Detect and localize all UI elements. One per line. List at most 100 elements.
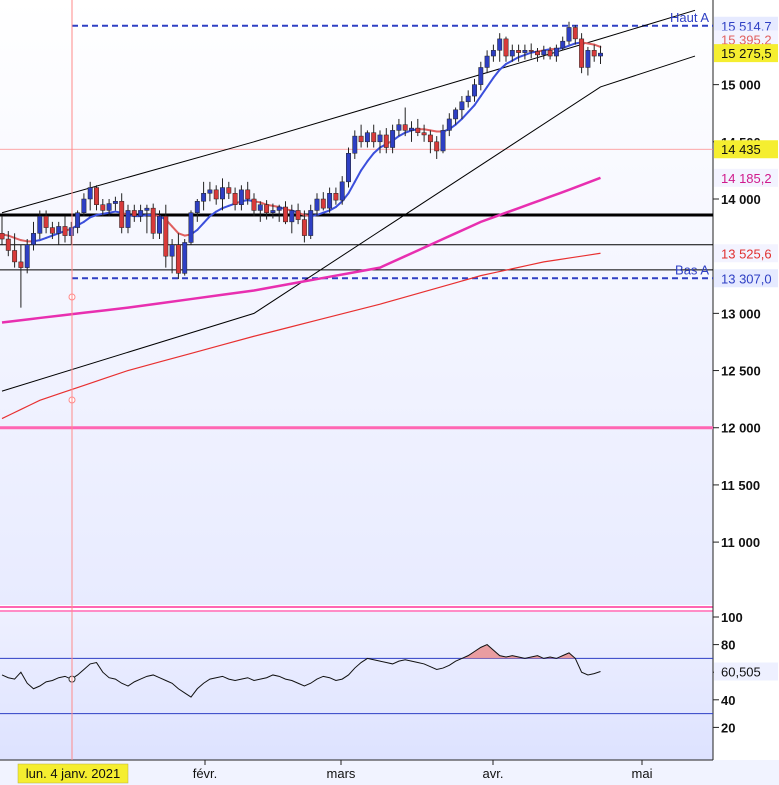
ma-short-segment <box>89 214 98 219</box>
candle-body <box>453 109 459 120</box>
value-badge-label: 14 435 <box>721 142 761 157</box>
candle-body <box>308 210 314 236</box>
candle-body <box>213 189 219 200</box>
ma-short-segment <box>511 56 520 62</box>
candle-body <box>157 215 162 234</box>
oscillator-tick-label: 20 <box>721 720 735 735</box>
candle-body <box>390 130 396 148</box>
candle-body <box>434 141 440 152</box>
channel-upper-line <box>1 9 696 214</box>
candle-body <box>396 124 402 131</box>
date-tick-label: mai <box>632 766 653 781</box>
candle-body <box>522 50 528 53</box>
candle-body <box>472 84 477 97</box>
candle-body <box>144 207 150 211</box>
date-tick-label: mars <box>327 766 356 781</box>
candle-body <box>371 132 377 143</box>
candle-body <box>289 210 295 223</box>
ma-short-segment <box>593 43 602 48</box>
oscillator-value-label: 60,505 <box>721 665 761 680</box>
value-badge-label: 13 525,6 <box>721 246 772 261</box>
ma-short-segment <box>95 212 104 217</box>
oscillator-tick-label: 40 <box>721 693 735 708</box>
price-panel-background <box>0 0 713 605</box>
price-tick-label: 12 500 <box>721 364 761 379</box>
candle-body <box>276 206 282 211</box>
level-label-bas-a: Bas A <box>675 262 709 277</box>
candle-body <box>553 47 559 57</box>
ma-short-segment <box>51 232 60 237</box>
candle-body <box>465 95 471 103</box>
value-badge-bg <box>714 140 778 159</box>
ma-short-segment <box>19 239 29 243</box>
candle-body <box>87 187 93 200</box>
candle-body <box>245 189 251 200</box>
candle-body <box>364 132 370 143</box>
ma-short-segment <box>586 42 596 46</box>
candle-body <box>112 201 118 204</box>
ma-short-segment <box>108 210 117 214</box>
price-tick-label: 12 000 <box>721 421 761 436</box>
value-badge-bg <box>714 269 778 288</box>
ma-short-segment <box>479 85 489 98</box>
candle-body <box>188 212 194 243</box>
ma-short-segment <box>486 76 495 88</box>
date-axis-background <box>0 760 779 785</box>
candle-body <box>490 50 496 57</box>
candle-body <box>182 242 188 274</box>
candle-body <box>459 101 465 111</box>
ma-short-segment <box>492 68 501 79</box>
candle-body <box>175 244 181 274</box>
ma-short-segment <box>208 210 218 218</box>
candle-body <box>346 153 351 183</box>
candle-body <box>37 215 43 234</box>
oscillator-overbought-fill <box>461 644 525 659</box>
ma-short-segment <box>177 232 186 237</box>
ma-short-segment <box>7 234 16 239</box>
candle-body <box>339 181 345 201</box>
candle-body <box>484 55 490 68</box>
candle-body <box>62 226 68 236</box>
ma-short-segment <box>372 146 381 155</box>
candle-body <box>264 204 270 213</box>
candle-body <box>207 189 213 194</box>
candle-body <box>497 38 503 51</box>
date-tick-label: avr. <box>483 766 504 781</box>
candle-body <box>238 189 244 205</box>
ma-short-segment <box>171 225 180 235</box>
candle-body <box>377 134 383 143</box>
candle-body <box>18 261 24 268</box>
oscillator-line <box>1 644 601 698</box>
ma-short-segment <box>328 206 337 212</box>
candle-body <box>598 52 603 57</box>
candle-body <box>572 27 578 40</box>
candle-body <box>106 203 112 211</box>
candle-body <box>320 198 326 209</box>
value-badge-bg <box>714 244 778 263</box>
value-badge-label: 14 185,2 <box>721 171 772 186</box>
value-badge-bg <box>714 168 778 187</box>
value-badge-bg <box>714 30 778 49</box>
oscillator-panel-background <box>0 612 713 760</box>
candle-body <box>251 198 257 211</box>
crosshair-date-badge <box>17 763 129 784</box>
candle-body <box>0 233 5 240</box>
candle-body <box>503 38 509 57</box>
candle-body <box>12 250 18 263</box>
candle-body <box>478 67 484 85</box>
candle-body <box>358 135 364 143</box>
ma-short-segment <box>473 95 482 107</box>
oscillator-overbought-fill <box>556 652 576 659</box>
channel-lower-line <box>1 55 696 392</box>
candle-body <box>270 210 276 213</box>
candle-body <box>421 132 427 136</box>
value-badge-label: 13 307,0 <box>721 271 772 286</box>
candle-body <box>528 50 534 52</box>
candle-body <box>56 226 62 234</box>
candle-body <box>591 50 597 57</box>
candle-body <box>560 40 566 49</box>
candle-body <box>94 187 99 205</box>
candle-body <box>283 206 288 223</box>
price-tick-label: 15 000 <box>721 78 761 93</box>
